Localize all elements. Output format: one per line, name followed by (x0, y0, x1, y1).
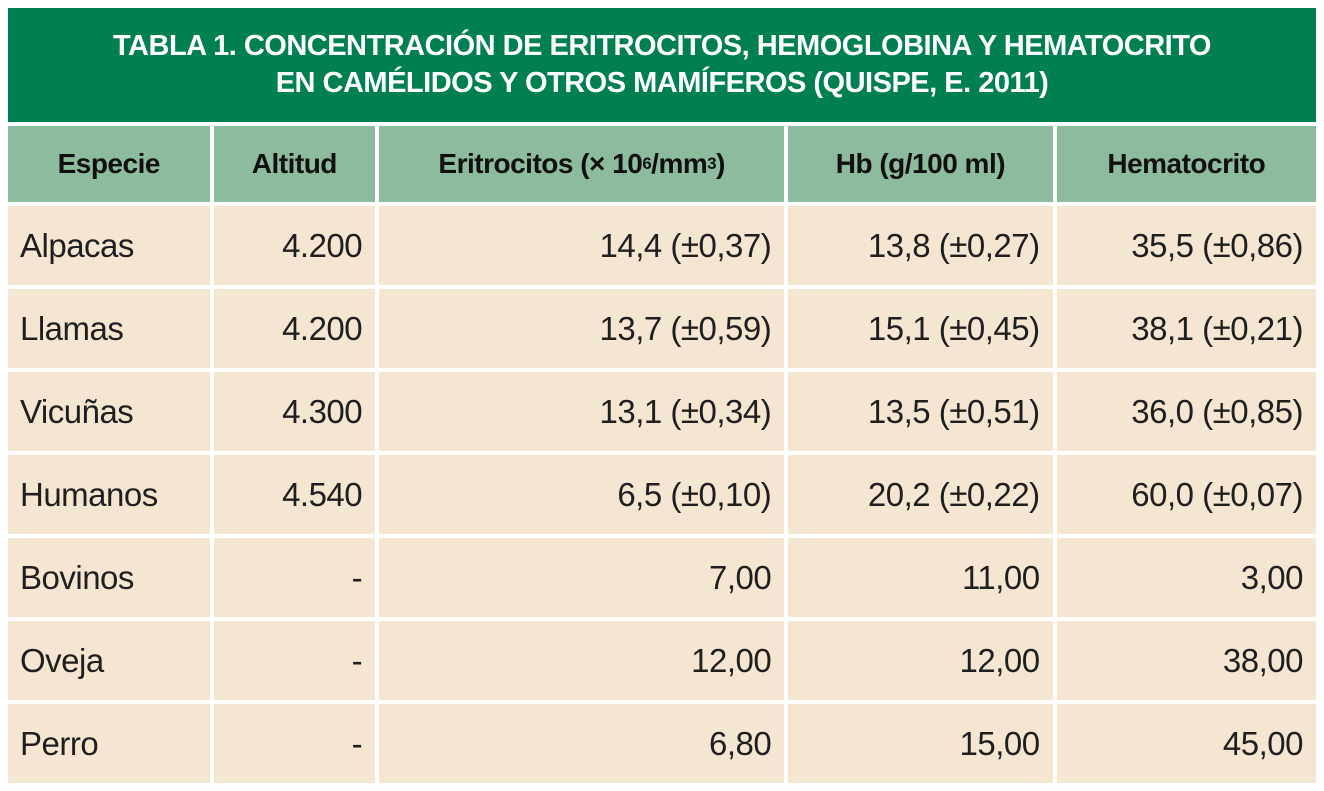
table-row: Oveja -12,00 12,00 38,00 (8, 621, 1316, 700)
erythrocytes-cell: 14,4 (±0,37) (379, 206, 785, 285)
table-row: Vicuñas 4.300 13,1 (±0,34) 13,5 (±0,51) 36,0… (8, 372, 1316, 451)
hb-cell: 12,00 (788, 621, 1053, 700)
column-header-eritrocitos: Eritrocitos (× 10 6/mm 3) (379, 126, 785, 202)
altitude-cell: - (213, 704, 376, 783)
altitude-cell: 4.200 (213, 289, 376, 368)
erythrocytes-cell: 7,00 (379, 538, 785, 617)
table-row: Alpacas 4.200 14,4 (±0,37) 13,8 (±0,27) 35,5… (8, 206, 1316, 285)
erythrocytes-cell: 12,00 (379, 621, 785, 700)
hb-cell: 11,00 (788, 538, 1053, 617)
altitude-cell: - (213, 621, 376, 700)
table-title-line2: EN CAMÉLIDOS Y OTROS MAMÍFEROS (QUISPE, … (275, 67, 1049, 99)
altitude-cell: 4.540 (213, 455, 376, 534)
altitude-cell: - (213, 538, 376, 617)
table-title-bar: TABLA 1. CONCENTRACIÓN DE ERITROCITOS, H… (8, 8, 1316, 122)
column-header-altitud: Altitud (213, 126, 376, 202)
hematocrit-cell: 36,0 (±0,85) (1056, 372, 1316, 451)
table-row: Perro -6,80 15,00 45,00 (8, 704, 1316, 783)
column-header-hb: Hb (g/100 ml) (788, 126, 1053, 202)
header-text-part: Eritrocitos (× 10 (438, 148, 643, 179)
table-title-line1: TABLA 1. CONCENTRACIÓN DE ERITROCITOS, H… (113, 30, 1211, 62)
header-text-part: /mm (651, 148, 708, 179)
data-table: TABLA 1. CONCENTRACIÓN DE ERITROCITOS, H… (8, 8, 1316, 783)
hb-cell: 20,2 (±0,22) (788, 455, 1053, 534)
hb-cell: 15,00 (788, 704, 1053, 783)
hb-cell: 13,5 (±0,51) (788, 372, 1053, 451)
species-cell: Oveja (8, 621, 210, 700)
table-row: Bovinos -7,00 11,00 3,00 (8, 538, 1316, 617)
table-row: Humanos 4.540 6,5 (±0,10) 20,2 (±0,22) 60,0 … (8, 455, 1316, 534)
erythrocytes-cell: 6,80 (379, 704, 785, 783)
hematocrit-cell: 45,00 (1056, 704, 1316, 783)
hematocrit-cell: 38,00 (1056, 621, 1316, 700)
species-cell: Bovinos (8, 538, 210, 617)
table-row: Llamas 4.200 13,7 (±0,59) 15,1 (±0,45) 38,1 … (8, 289, 1316, 368)
column-header-especie: Especie (8, 126, 210, 202)
erythrocytes-cell: 13,1 (±0,34) (379, 372, 785, 451)
header-text-part: ) (716, 148, 725, 179)
species-cell: Llamas (8, 289, 210, 368)
hb-cell: 15,1 (±0,45) (788, 289, 1053, 368)
altitude-cell: 4.300 (213, 372, 376, 451)
hb-cell: 13,8 (±0,27) (788, 206, 1053, 285)
erythrocytes-cell: 13,7 (±0,59) (379, 289, 785, 368)
altitude-cell: 4.200 (213, 206, 376, 285)
species-cell: Humanos (8, 455, 210, 534)
hematocrit-cell: 38,1 (±0,21) (1056, 289, 1316, 368)
column-header-hematocrito: Hematocrito (1056, 126, 1316, 202)
species-cell: Perro (8, 704, 210, 783)
species-cell: Alpacas (8, 206, 210, 285)
hematocrit-cell: 3,00 (1056, 538, 1316, 617)
table-header-row: Especie Altitud Eritrocitos (× 10 6/mm 3) … (8, 126, 1316, 202)
erythrocytes-cell: 6,5 (±0,10) (379, 455, 785, 534)
table-body: Alpacas 4.200 14,4 (±0,37) 13,8 (±0,27) 35,5… (8, 206, 1316, 783)
hematocrit-cell: 35,5 (±0,86) (1056, 206, 1316, 285)
species-cell: Vicuñas (8, 372, 210, 451)
hematocrit-cell: 60,0 (±0,07) (1056, 455, 1316, 534)
